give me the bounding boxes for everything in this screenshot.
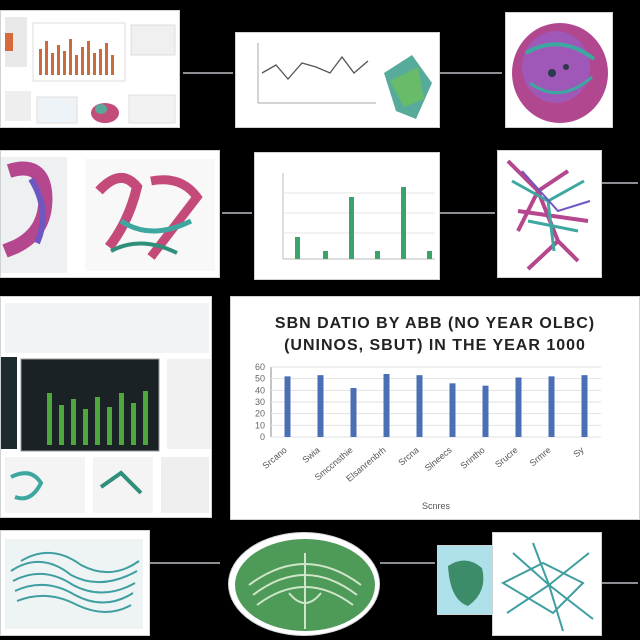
lung-panel-bottom-right-a	[437, 545, 492, 615]
chart-title-line-1: SBN DATIO BY ABB (NO YEAR OLBC)	[274, 315, 596, 332]
bar	[284, 376, 291, 437]
x-tick-label: Srcano	[261, 445, 289, 471]
bar	[515, 377, 522, 437]
line-chart-graphic	[257, 43, 432, 119]
3d-organ-top-right	[505, 12, 613, 128]
connector-line	[150, 562, 220, 564]
bar	[581, 375, 588, 437]
connector-line	[222, 212, 252, 214]
bar	[383, 374, 390, 437]
bar	[317, 375, 324, 437]
x-tick-label: Sy	[571, 445, 586, 460]
connector-line	[380, 562, 435, 564]
bar-chart-mid-center	[254, 152, 440, 280]
lung-panel-bottom-right	[492, 532, 602, 636]
x-tick-label: Swia	[300, 445, 321, 465]
anatomy-graphic	[1, 157, 215, 273]
y-tick-label: 20	[255, 409, 265, 419]
y-tick-label: 30	[255, 397, 265, 407]
main-bar-chart: SBN DATIO BY ABB (NO YEAR OLBC) (UNINOS,…	[230, 296, 640, 520]
bar	[416, 375, 423, 437]
vascular-panel-mid-right	[497, 150, 602, 278]
connector-line	[602, 182, 638, 184]
line-chart-top-center	[235, 32, 440, 128]
y-tick-label: 40	[255, 385, 265, 395]
lung-network-graphic	[500, 542, 594, 632]
x-tick-label: Srmre	[528, 445, 553, 468]
y-tick-label: 60	[255, 362, 265, 372]
x-axis-label: Scnres	[422, 501, 451, 511]
lung-panel-bottom-left	[0, 530, 150, 636]
connector-line	[183, 72, 233, 74]
connector-line	[440, 72, 502, 74]
tissue-thumb-graphic	[448, 560, 484, 606]
connector-line	[602, 582, 638, 584]
lung-panel-bottom-center	[228, 532, 380, 636]
x-tick-label: Srucre	[493, 445, 520, 470]
bar	[449, 383, 456, 437]
x-tick-label: Srintho	[459, 445, 487, 471]
tissue-graphic	[5, 539, 143, 629]
dashboard-graphic	[1, 303, 211, 513]
small-bar-chart-graphic	[282, 173, 435, 260]
vascular-graphic	[506, 159, 591, 271]
dashboard-graphic	[5, 17, 176, 124]
chart-title-line-2: (UNINOS, SBUT) IN THE YEAR 1000	[284, 337, 586, 354]
x-tick-label: Slneecs	[423, 445, 454, 474]
dashboard-bottom-left	[0, 296, 212, 518]
anatomy-panel-mid-left	[0, 150, 220, 278]
organ-graphic	[512, 23, 608, 123]
lung-graphic	[235, 539, 375, 631]
bar	[548, 376, 555, 437]
dashboard-top-left	[0, 10, 180, 128]
y-tick-label: 50	[255, 374, 265, 384]
x-tick-label: Srcna	[396, 445, 420, 468]
bar	[482, 385, 489, 437]
bar	[350, 388, 357, 437]
y-tick-label: 0	[260, 432, 265, 442]
connector-line	[440, 212, 495, 214]
y-tick-label: 10	[255, 420, 265, 430]
